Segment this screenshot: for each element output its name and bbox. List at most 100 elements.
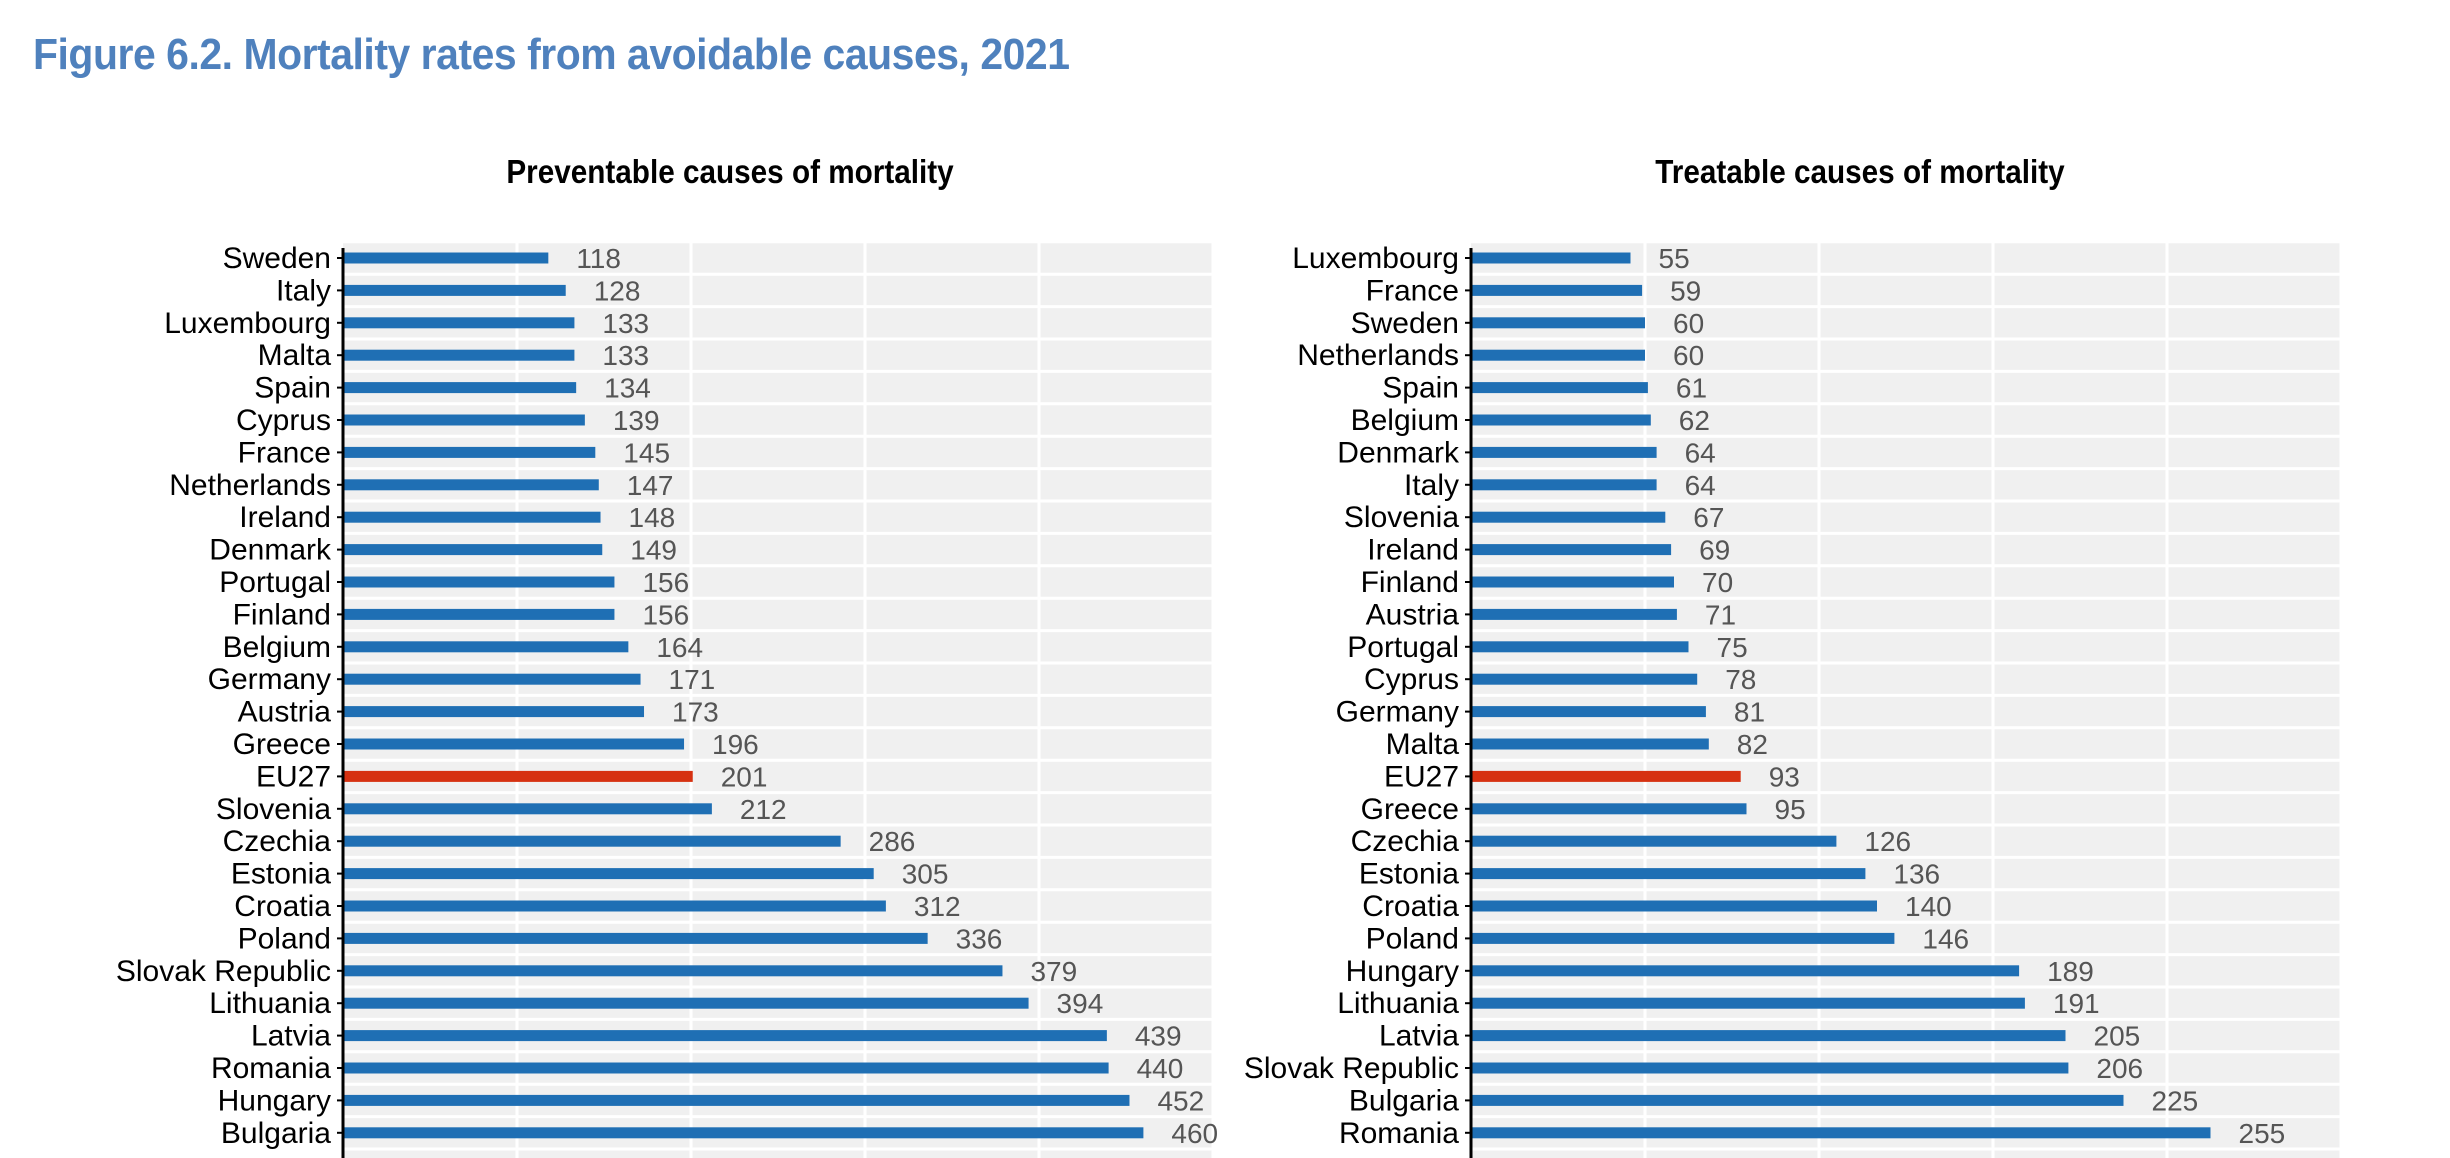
value-label-croatia: 140 (1905, 891, 1952, 922)
value-label-hungary: 189 (2047, 956, 2094, 987)
category-label-germany: Germany (1336, 696, 1459, 729)
treatable-bar-chart: Luxembourg 55 France 59 Sweden 60 Netherlands 6… (1244, 240, 2343, 1158)
category-label-spain: Spain (254, 372, 331, 405)
value-label-ireland: 148 (629, 502, 676, 533)
value-label-malta: 133 (602, 340, 649, 371)
category-label-cyprus: Cyprus (1364, 663, 1459, 696)
value-label-slovak-republic: 206 (2096, 1053, 2143, 1084)
value-label-hungary: 452 (1157, 1085, 1204, 1116)
category-label-eu27: EU27 (256, 760, 331, 793)
value-label-poland: 146 (1922, 923, 1969, 954)
value-label-spain: 61 (1676, 373, 1707, 404)
category-label-lithuania: Lithuania (209, 987, 331, 1020)
category-label-greece: Greece (233, 728, 331, 761)
value-label-ireland: 69 (1699, 535, 1730, 566)
value-label-malta: 82 (1737, 729, 1768, 760)
value-label-cyprus: 78 (1725, 664, 1756, 695)
bar-slovak-republic (1471, 1062, 2069, 1074)
value-label-latvia: 439 (1135, 1021, 1182, 1052)
bar-poland (1471, 932, 1895, 944)
value-label-romania: 255 (2239, 1118, 2286, 1149)
bar-greece (343, 738, 685, 750)
figure-title: Figure 6.2. Mortality rates from avoidab… (33, 30, 1070, 79)
category-label-hungary: Hungary (1346, 955, 1459, 988)
value-label-czechia: 286 (869, 826, 916, 857)
value-label-finland: 156 (642, 599, 689, 630)
bar-poland (343, 932, 928, 944)
bar-netherlands (343, 479, 599, 491)
category-label-croatia: Croatia (234, 890, 331, 923)
category-label-slovak-republic: Slovak Republic (1244, 1052, 1459, 1085)
bar-ireland (343, 511, 601, 523)
chart-panel-treatable: Treatable causes of mortality Luxembourg… (1240, 0, 2450, 1158)
value-label-cyprus: 139 (613, 405, 660, 436)
category-label-estonia: Estonia (231, 858, 331, 891)
bar-denmark (1471, 446, 1657, 458)
category-label-slovak-republic: Slovak Republic (116, 955, 331, 988)
bar-spain (343, 382, 577, 394)
bar-bulgaria (343, 1127, 1144, 1139)
category-label-poland: Poland (1366, 922, 1459, 955)
category-label-slovenia: Slovenia (216, 793, 331, 826)
bar-lithuania (1471, 997, 2025, 1009)
category-label-malta: Malta (1386, 728, 1460, 761)
category-label-italy: Italy (276, 274, 331, 307)
category-label-italy: Italy (1404, 469, 1459, 502)
bar-czechia (343, 835, 841, 847)
value-label-austria: 71 (1705, 599, 1736, 630)
value-label-slovenia: 212 (740, 794, 787, 825)
category-label-romania: Romania (1339, 1117, 1459, 1150)
bar-france (343, 446, 596, 458)
bar-romania (1471, 1127, 2211, 1139)
value-label-eu27: 201 (721, 761, 768, 792)
bar-portugal (1471, 641, 1689, 653)
bar-germany (1471, 706, 1706, 718)
bar-spain (1471, 382, 1648, 394)
value-label-poland: 336 (956, 923, 1003, 954)
value-label-romania: 440 (1137, 1053, 1184, 1084)
bar-italy (343, 284, 566, 296)
category-label-croatia: Croatia (1362, 890, 1459, 923)
category-label-ireland: Ireland (1367, 534, 1459, 567)
category-label-slovenia: Slovenia (1344, 501, 1459, 534)
bar-slovenia (1471, 511, 1666, 523)
value-label-lithuania: 394 (1057, 988, 1104, 1019)
category-label-hungary: Hungary (218, 1084, 331, 1117)
value-label-eu27: 93 (1769, 761, 1800, 792)
bar-ireland (1471, 544, 1672, 556)
value-label-italy: 64 (1685, 470, 1716, 501)
bar-france (1471, 284, 1643, 296)
value-label-spain: 134 (604, 373, 651, 404)
chart-panel-preventable: Preventable causes of mortality Sweden 11… (116, 153, 1218, 1158)
bar-netherlands (1471, 349, 1645, 361)
value-label-finland: 70 (1702, 567, 1733, 598)
chart-title-treatable: Treatable causes of mortality (1655, 153, 2065, 190)
bar-austria (343, 706, 645, 718)
category-label-latvia: Latvia (1379, 1020, 1459, 1053)
value-label-sweden: 118 (576, 243, 621, 274)
value-label-slovenia: 67 (1693, 502, 1724, 533)
category-label-sweden: Sweden (223, 242, 331, 275)
bar-eu27 (1471, 770, 1741, 782)
bar-portugal (343, 576, 615, 588)
bar-bulgaria (1471, 1094, 2124, 1106)
value-label-germany: 81 (1734, 697, 1765, 728)
value-label-bulgaria: 460 (1171, 1118, 1218, 1149)
category-label-bulgaria: Bulgaria (1349, 1084, 1459, 1117)
bar-belgium (1471, 414, 1651, 426)
bar-finland (1471, 576, 1674, 588)
value-label-france: 145 (623, 437, 670, 468)
category-label-austria: Austria (238, 696, 332, 729)
value-label-luxembourg: 133 (602, 308, 649, 339)
value-label-lithuania: 191 (2053, 988, 2100, 1019)
value-label-italy: 128 (594, 275, 641, 306)
category-label-luxembourg: Luxembourg (1292, 242, 1459, 275)
bar-croatia (1471, 900, 1877, 912)
value-label-denmark: 149 (630, 535, 677, 566)
category-label-denmark: Denmark (209, 534, 332, 567)
category-label-greece: Greece (1361, 793, 1459, 826)
category-label-portugal: Portugal (219, 566, 331, 599)
value-label-estonia: 136 (1893, 859, 1940, 890)
value-label-netherlands: 60 (1673, 340, 1704, 371)
bar-romania (343, 1062, 1109, 1074)
